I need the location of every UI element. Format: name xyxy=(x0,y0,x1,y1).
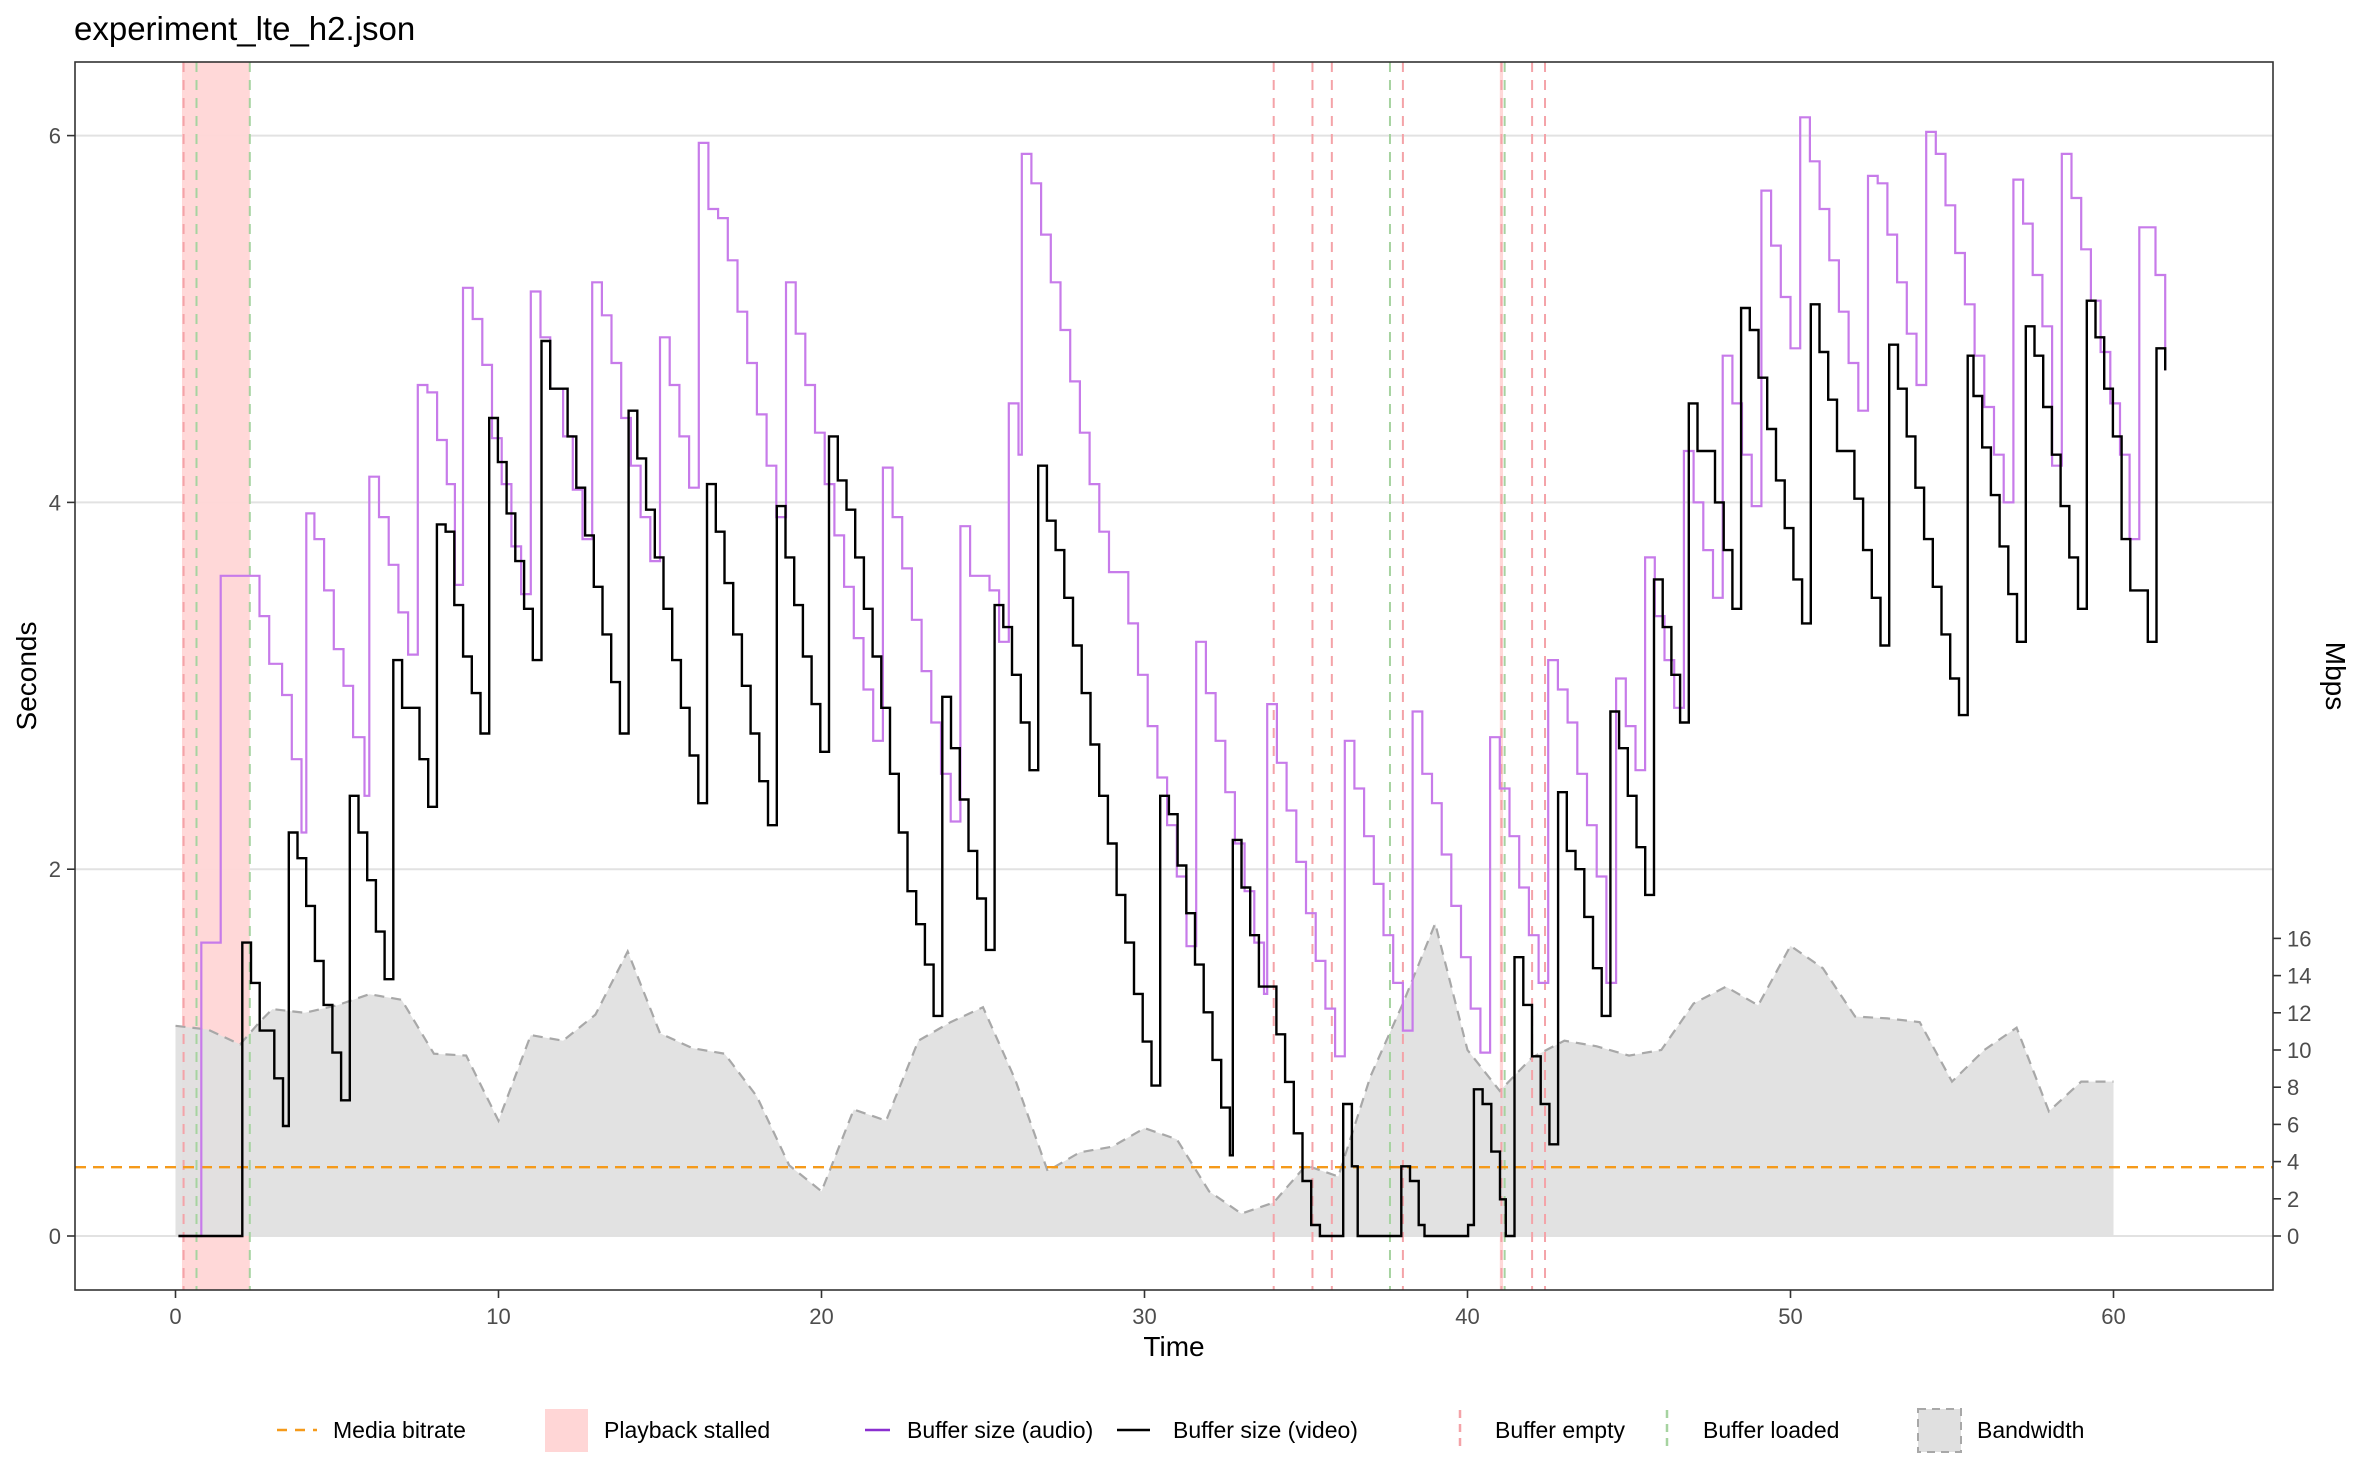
legend-item-buffer-empty: Buffer empty xyxy=(1458,1410,1625,1450)
x-tick-label-40: 40 xyxy=(1455,1304,1479,1329)
y2-axis: 0 2 4 6 8 10 12 14 16 xyxy=(2273,926,2311,1249)
y2-tick-label-14: 14 xyxy=(2287,964,2311,989)
x-tick-label-60: 60 xyxy=(2101,1304,2125,1329)
legend-item-buffer-video: Buffer size (video) xyxy=(1117,1417,1358,1443)
video-buffer-line xyxy=(178,299,2167,1238)
x-axis: 0 10 20 30 40 50 60 xyxy=(169,1290,2126,1329)
audio-buffer-line xyxy=(178,116,2167,1238)
legend-label-bandwidth: Bandwidth xyxy=(1977,1417,2084,1443)
event-lines xyxy=(182,62,1547,1290)
y2-tick-label-10: 10 xyxy=(2287,1038,2311,1063)
bandwidth-fill xyxy=(175,923,2114,1236)
y-axis-title: Seconds xyxy=(11,622,42,731)
legend-label-buffer-loaded: Buffer loaded xyxy=(1703,1417,1839,1443)
y2-tick-label-8: 8 xyxy=(2287,1075,2299,1100)
y2-tick-label-12: 12 xyxy=(2287,1001,2311,1026)
y2-tick-label-2: 2 xyxy=(2287,1187,2299,1212)
legend-label-buffer-empty: Buffer empty xyxy=(1495,1417,1625,1443)
x-tick-label-0: 0 xyxy=(169,1304,181,1329)
y-axis: 0 2 4 6 xyxy=(49,124,75,1249)
bandwidth-area xyxy=(175,919,2114,1236)
buffer-series xyxy=(178,116,2167,1238)
x-tick-label-30: 30 xyxy=(1132,1304,1156,1329)
y2-tick-label-16: 16 xyxy=(2287,926,2311,951)
y2-tick-label-0: 0 xyxy=(2287,1224,2299,1249)
legend-item-media-bitrate: Media bitrate xyxy=(277,1417,466,1443)
legend-label-buffer-video: Buffer size (video) xyxy=(1173,1417,1358,1443)
plot-panel xyxy=(74,61,2274,1291)
legend-key-bandwidth xyxy=(1917,1408,1962,1453)
y-tick-label-0: 0 xyxy=(49,1224,61,1249)
y2-axis-title: Mbps xyxy=(2320,642,2351,710)
x-axis-title: Time xyxy=(1143,1331,1204,1362)
legend-label-buffer-audio: Buffer size (audio) xyxy=(907,1417,1093,1443)
legend-item-buffer-audio: Buffer size (audio) xyxy=(865,1417,1093,1443)
y2-tick-label-4: 4 xyxy=(2287,1150,2299,1175)
legend-label-media-bitrate: Media bitrate xyxy=(333,1417,466,1443)
bandwidth-line xyxy=(175,919,2114,1215)
legend-label-playback-stalled: Playback stalled xyxy=(604,1417,770,1443)
y-tick-label-6: 6 xyxy=(49,124,61,149)
chart-title: experiment_lte_h2.json xyxy=(74,10,415,47)
x-tick-label-10: 10 xyxy=(486,1304,510,1329)
y2-tick-label-6: 6 xyxy=(2287,1112,2299,1137)
y-tick-label-2: 2 xyxy=(49,857,61,882)
legend: Media bitrate Playback stalled Buffer si… xyxy=(277,1408,2084,1453)
x-tick-label-20: 20 xyxy=(809,1304,833,1329)
legend-item-playback-stalled: Playback stalled xyxy=(545,1409,770,1452)
legend-key-playback-stalled xyxy=(545,1409,588,1452)
legend-item-bandwidth: Bandwidth xyxy=(1917,1408,2084,1453)
y-tick-label-4: 4 xyxy=(49,490,61,515)
legend-item-buffer-loaded: Buffer loaded xyxy=(1665,1410,1839,1450)
x-tick-label-50: 50 xyxy=(1778,1304,1802,1329)
